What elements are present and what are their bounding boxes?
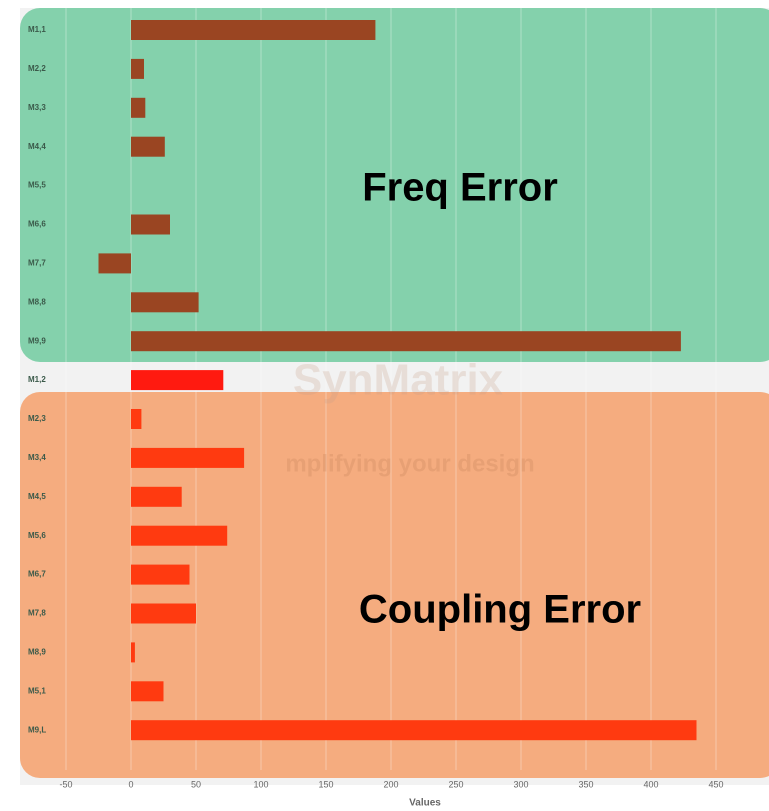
x-tick-label: 400 — [643, 779, 658, 789]
bar — [131, 20, 376, 40]
y-tick-label: M2,3 — [28, 414, 46, 423]
y-tick-label: M8,8 — [28, 297, 46, 306]
y-tick-label: M7,7 — [28, 259, 46, 268]
bar — [131, 720, 697, 741]
bar — [131, 447, 245, 468]
y-tick-label: M3,3 — [28, 103, 46, 112]
bar — [131, 564, 190, 585]
group-box — [20, 8, 769, 362]
x-tick-label: 250 — [448, 779, 463, 789]
bar — [131, 58, 144, 79]
y-tick-label: M6,6 — [28, 220, 46, 229]
bar — [131, 486, 182, 507]
group-box — [20, 392, 769, 778]
x-tick-label: -50 — [59, 779, 72, 789]
bar — [131, 525, 228, 546]
bar — [131, 136, 165, 157]
x-tick-label: 350 — [578, 779, 593, 789]
group-label: Freq Error — [362, 166, 558, 210]
x-tick-label: 300 — [513, 779, 528, 789]
bar — [131, 292, 199, 313]
x-tick-label: 50 — [191, 779, 201, 789]
bar — [131, 214, 170, 235]
y-tick-label: M5,5 — [28, 181, 46, 190]
y-tick-label: M1,1 — [28, 25, 46, 34]
bar — [131, 603, 196, 624]
y-tick-label: M7,8 — [28, 609, 46, 618]
y-tick-label: M9,9 — [28, 336, 46, 345]
y-tick-label: M9,L — [28, 725, 46, 734]
bar — [131, 681, 164, 702]
y-tick-label: M5,1 — [28, 686, 46, 695]
bar — [131, 642, 135, 663]
y-tick-label: M5,6 — [28, 531, 46, 540]
x-tick-label: 450 — [708, 779, 723, 789]
y-tick-label: M1,2 — [28, 375, 46, 384]
x-tick-label: 150 — [318, 779, 333, 789]
bar — [131, 97, 146, 118]
y-tick-label: M6,7 — [28, 570, 46, 579]
x-axis-label: Values — [409, 798, 441, 809]
x-tick-label: 100 — [253, 779, 268, 789]
y-tick-label: M4,5 — [28, 492, 46, 501]
y-tick-label: M3,4 — [28, 453, 46, 462]
y-tick-label: M4,4 — [28, 142, 46, 151]
y-tick-label: M8,9 — [28, 648, 46, 657]
group-label: Coupling Error — [359, 588, 641, 632]
x-tick-label: 0 — [128, 779, 133, 789]
x-tick-label: 200 — [383, 779, 398, 789]
bar — [131, 370, 224, 391]
bar — [98, 253, 131, 274]
watermark: mplifying your design — [285, 450, 534, 477]
y-tick-label: M2,2 — [28, 64, 46, 73]
bar — [131, 331, 681, 352]
watermark: SynMatrix — [293, 356, 504, 405]
bar — [131, 409, 142, 429]
